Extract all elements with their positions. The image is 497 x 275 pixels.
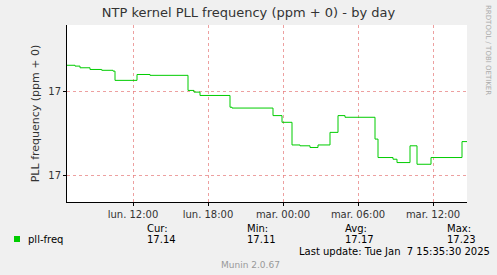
svg-text:mar. 12:00: mar. 12:00 bbox=[406, 209, 460, 220]
svg-text:pll-freq: pll-freq bbox=[28, 234, 63, 245]
svg-text:17.23: 17.23 bbox=[447, 234, 476, 245]
svg-text:Avg:: Avg: bbox=[345, 223, 367, 234]
svg-text:17.17: 17.17 bbox=[345, 234, 374, 245]
svg-text:17.11: 17.11 bbox=[247, 234, 276, 245]
svg-text:Cur:: Cur: bbox=[147, 223, 168, 234]
svg-text:mar. 00:00: mar. 00:00 bbox=[256, 209, 310, 220]
svg-text:17: 17 bbox=[48, 170, 61, 181]
svg-text:mar. 06:00: mar. 06:00 bbox=[331, 209, 385, 220]
svg-text:17: 17 bbox=[48, 86, 61, 97]
svg-text:lun. 18:00: lun. 18:00 bbox=[183, 209, 234, 220]
svg-text:Max:: Max: bbox=[447, 223, 471, 234]
svg-text:NTP kernel PLL frequency (ppm: NTP kernel PLL frequency (ppm + 0) - by … bbox=[102, 5, 396, 20]
svg-text:Munin 2.0.67: Munin 2.0.67 bbox=[221, 260, 280, 270]
svg-text:RRDTOOL / TOBI OETIKER: RRDTOOL / TOBI OETIKER bbox=[484, 5, 492, 95]
svg-text:Min:: Min: bbox=[247, 223, 268, 234]
svg-text:17.14: 17.14 bbox=[147, 234, 176, 245]
svg-text:lun. 12:00: lun. 12:00 bbox=[108, 209, 159, 220]
svg-text:PLL frequency (ppm + 0): PLL frequency (ppm + 0) bbox=[29, 45, 42, 183]
svg-text:Last update: Tue Jan 7 15:35:: Last update: Tue Jan 7 15:35:30 2025 bbox=[299, 246, 490, 257]
